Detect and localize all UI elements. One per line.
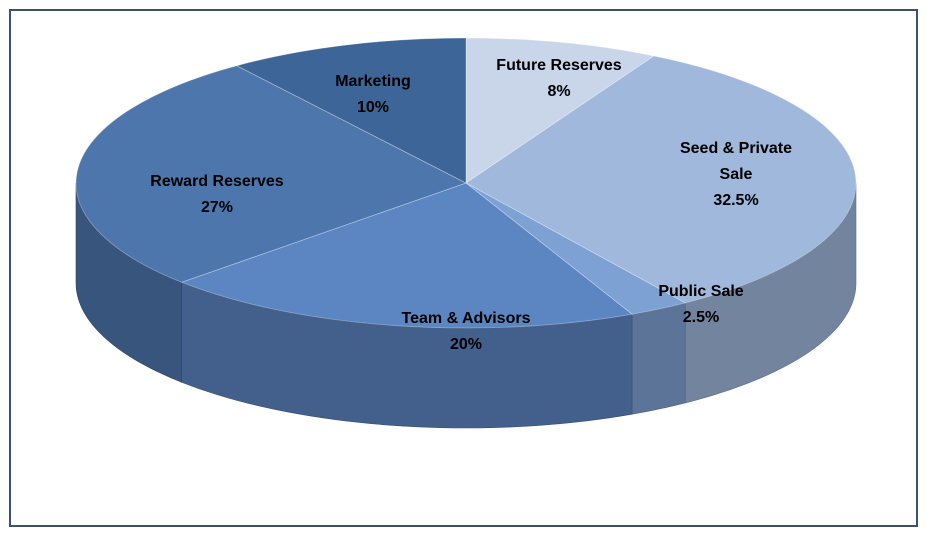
slice-side-2 — [631, 302, 686, 415]
pie-sides — [75, 182, 857, 429]
slice-seed-private-sale — [465, 55, 857, 304]
slice-label-3: Team & Advisors 20% — [402, 310, 531, 353]
slice-labels: Future Reserves 8% Seed & Private Sale 32.5%… — [150, 57, 792, 353]
pie-chart: Future Reserves 8% Seed & Private Sale 32.5%… — [75, 37, 857, 429]
slice-label-4: Reward Reserves 27% — [150, 173, 284, 216]
slice-label-1: Seed & Private Sale 32.5% — [680, 140, 792, 209]
slice-label-2: Public Sale 2.5% — [658, 283, 743, 326]
slice-marketing — [235, 37, 467, 184]
slice-label-5: Marketing 10% — [335, 73, 411, 116]
slice-public-sale — [465, 182, 687, 315]
slice-reward-reserves — [75, 65, 468, 283]
pie-slices — [75, 37, 857, 329]
chart-frame: Future Reserves 8% Seed & Private Sale 32.5%… — [9, 9, 918, 527]
slice-future-reserves — [465, 37, 655, 184]
slice-team-advisors — [180, 182, 633, 329]
slice-label-0: Future Reserves 8% — [496, 57, 621, 100]
